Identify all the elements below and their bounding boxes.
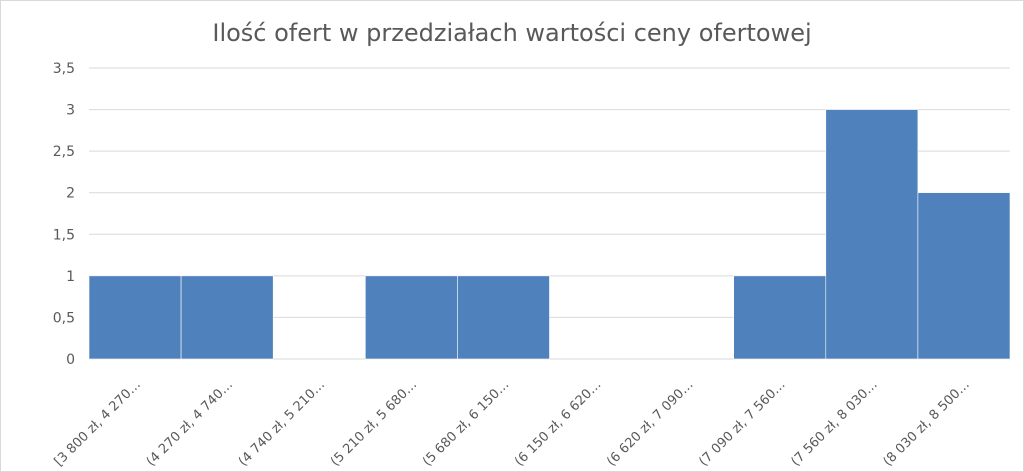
bars bbox=[88, 109, 1011, 360]
x-category-label: (4 740 zł, 5 210… bbox=[236, 377, 328, 469]
y-tick-label: 0 bbox=[66, 352, 75, 368]
bar bbox=[733, 275, 827, 360]
x-category-label: (5 680 zł, 6 150… bbox=[420, 377, 512, 469]
bar bbox=[917, 192, 1011, 360]
y-tick-label: 1 bbox=[66, 269, 75, 285]
x-category-label: (5 210 zł, 5 680… bbox=[328, 377, 420, 469]
y-tick-label: 2 bbox=[66, 186, 75, 202]
y-tick-label: 1,5 bbox=[53, 227, 75, 243]
y-tick-label: 0,5 bbox=[53, 310, 75, 326]
chart-title: Ilość ofert w przedziałach wartości ceny… bbox=[212, 19, 811, 47]
x-category-label: (7 090 zł, 7 560… bbox=[696, 377, 788, 469]
bar bbox=[457, 275, 550, 360]
x-axis-categories: [3 800 zł, 4 270… (4 270 zł, 4 740… (4 740… bbox=[52, 377, 973, 469]
x-category-label: (6 620 zł, 7 090… bbox=[604, 377, 696, 469]
bar bbox=[88, 275, 182, 360]
bar bbox=[180, 275, 274, 360]
bar bbox=[364, 275, 458, 360]
y-axis-ticks: 0 0,5 1 1,5 2 2,5 3 3,5 bbox=[53, 61, 75, 368]
x-category-label: (6 150 zł, 6 620… bbox=[512, 377, 604, 469]
y-tick-label: 3 bbox=[66, 103, 75, 119]
x-category-label: (8 030 zł, 8 500… bbox=[881, 377, 973, 469]
x-category-label: (4 270 zł, 4 740… bbox=[144, 377, 236, 469]
y-tick-label: 3,5 bbox=[53, 61, 75, 77]
x-category-label: (7 560 zł, 8 030… bbox=[788, 377, 880, 469]
bar bbox=[825, 109, 919, 360]
y-tick-label: 2,5 bbox=[53, 144, 75, 160]
x-category-label: [3 800 zł, 4 270… bbox=[52, 377, 144, 469]
